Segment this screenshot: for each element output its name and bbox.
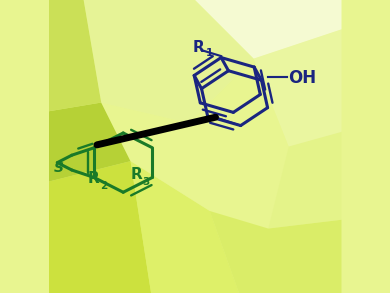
- Text: R: R: [88, 171, 100, 186]
- Polygon shape: [254, 29, 342, 146]
- Polygon shape: [48, 103, 131, 182]
- Text: 3: 3: [142, 177, 150, 187]
- Polygon shape: [101, 103, 210, 211]
- Text: OH: OH: [288, 69, 316, 87]
- Polygon shape: [131, 161, 239, 293]
- Text: R: R: [193, 40, 205, 55]
- Polygon shape: [84, 0, 254, 123]
- Text: 2: 2: [100, 181, 107, 191]
- Polygon shape: [48, 161, 151, 293]
- Polygon shape: [195, 0, 342, 59]
- Text: S: S: [54, 161, 64, 175]
- Text: 1: 1: [206, 47, 213, 58]
- Polygon shape: [210, 211, 342, 293]
- Polygon shape: [268, 132, 342, 229]
- Text: R: R: [130, 167, 142, 182]
- Polygon shape: [48, 0, 101, 111]
